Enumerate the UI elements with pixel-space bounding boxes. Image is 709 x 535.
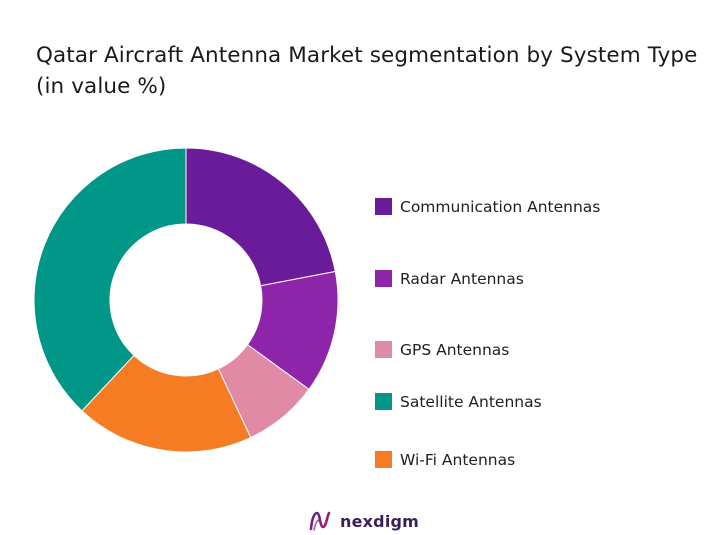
legend-swatch-radar-antennas — [375, 270, 392, 287]
legend: Communication Antennas Radar Antennas GPS … — [375, 198, 600, 469]
legend-label-wi-fi-antennas: Wi-Fi Antennas — [400, 451, 515, 469]
slice-communication-antennas — [185, 147, 336, 287]
legend-swatch-gps-antennas — [375, 341, 392, 358]
legend-swatch-satellite-antennas — [375, 393, 392, 410]
slice-satellite-antennas — [33, 147, 187, 412]
legend-swatch-wi-fi-antennas — [375, 451, 392, 468]
brand-name: nexdigm — [340, 511, 420, 531]
legend-label-communication-antennas: Communication Antennas — [400, 198, 600, 216]
nexdigm-logo: nexdigm — [308, 507, 419, 535]
chart-title: Qatar Aircraft Antenna Market segmentati… — [36, 43, 698, 99]
legend-label-radar-antennas: Radar Antennas — [400, 270, 524, 288]
donut-slices — [33, 147, 339, 453]
slice-wi-fi-antennas — [81, 354, 252, 453]
legend-label-satellite-antennas: Satellite Antennas — [400, 393, 542, 411]
legend-label-gps-antennas: GPS Antennas — [400, 341, 509, 359]
legend-swatch-communication-antennas — [375, 198, 392, 215]
nexdigm-logo-icon — [309, 511, 331, 531]
